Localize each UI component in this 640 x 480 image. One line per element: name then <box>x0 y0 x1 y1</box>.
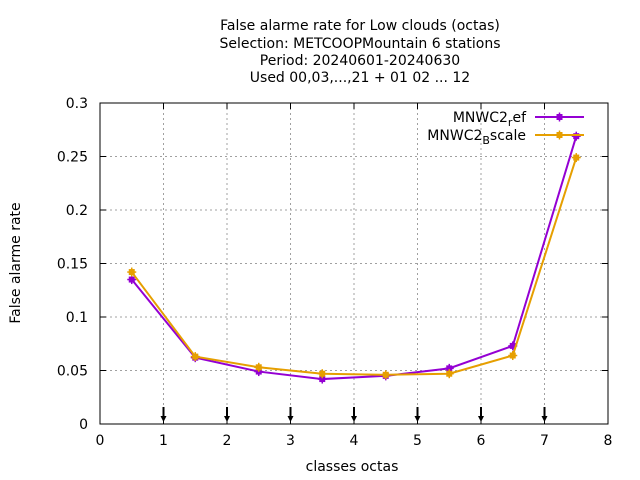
x-tick-label: 5 <box>413 433 422 449</box>
legend-label-base: MNWC2 <box>453 110 508 126</box>
chart-title: False alarme rate for Low clouds (octas)… <box>219 18 500 86</box>
legend-label-rest: scale <box>490 128 526 144</box>
x-tick-label: 4 <box>350 433 359 449</box>
legend-label: MNWC2Bscale <box>427 128 526 147</box>
y-tick-label: 0.15 <box>57 257 88 273</box>
series-MNWC2_Bscale <box>127 153 581 380</box>
x-tick-label: 2 <box>223 433 232 449</box>
series-line <box>130 157 578 376</box>
x-axis-label: classes octas <box>306 459 399 475</box>
grid <box>100 103 608 424</box>
x-tick-label: 3 <box>286 433 295 449</box>
x-tick-label: 6 <box>477 433 486 449</box>
y-tick-label: 0.05 <box>57 364 88 380</box>
x-tick-label: 1 <box>159 433 168 449</box>
legend-label-subscript: B <box>482 134 490 147</box>
y-tick-label: 0.25 <box>57 150 88 166</box>
y-tick-label: 0.3 <box>66 96 88 112</box>
y-axis-label: False alarme rate <box>8 202 24 323</box>
x-tick-label: 8 <box>604 433 613 449</box>
x-tick-label: 0 <box>96 433 105 449</box>
title-line-1: False alarme rate for Low clouds (octas) <box>220 18 500 34</box>
title-line-4: Used 00,03,...,21 + 01 02 ... 12 <box>250 70 470 86</box>
axis-ticks: 0 1 2 3 4 5 6 7 8 0 0.05 0.1 0.15 0.2 0.25 0.3 <box>57 96 613 449</box>
title-line-3: Period: 20240601-20240630 <box>260 53 460 69</box>
title-line-2: Selection: METCOOPMountain 6 stations <box>219 36 500 52</box>
y-tick-label: 0.2 <box>66 203 88 219</box>
y-tick-label: 0.1 <box>66 310 88 326</box>
x-tick-label: 7 <box>540 433 549 449</box>
legend-label: MNWC2ref <box>453 110 527 129</box>
series <box>127 131 581 384</box>
legend-label-subscript: r <box>508 116 513 129</box>
series-line <box>130 135 578 381</box>
y-tick-label: 0 <box>79 417 88 433</box>
legend-label-rest: ef <box>512 110 527 126</box>
legend-label-base: MNWC2 <box>427 128 482 144</box>
